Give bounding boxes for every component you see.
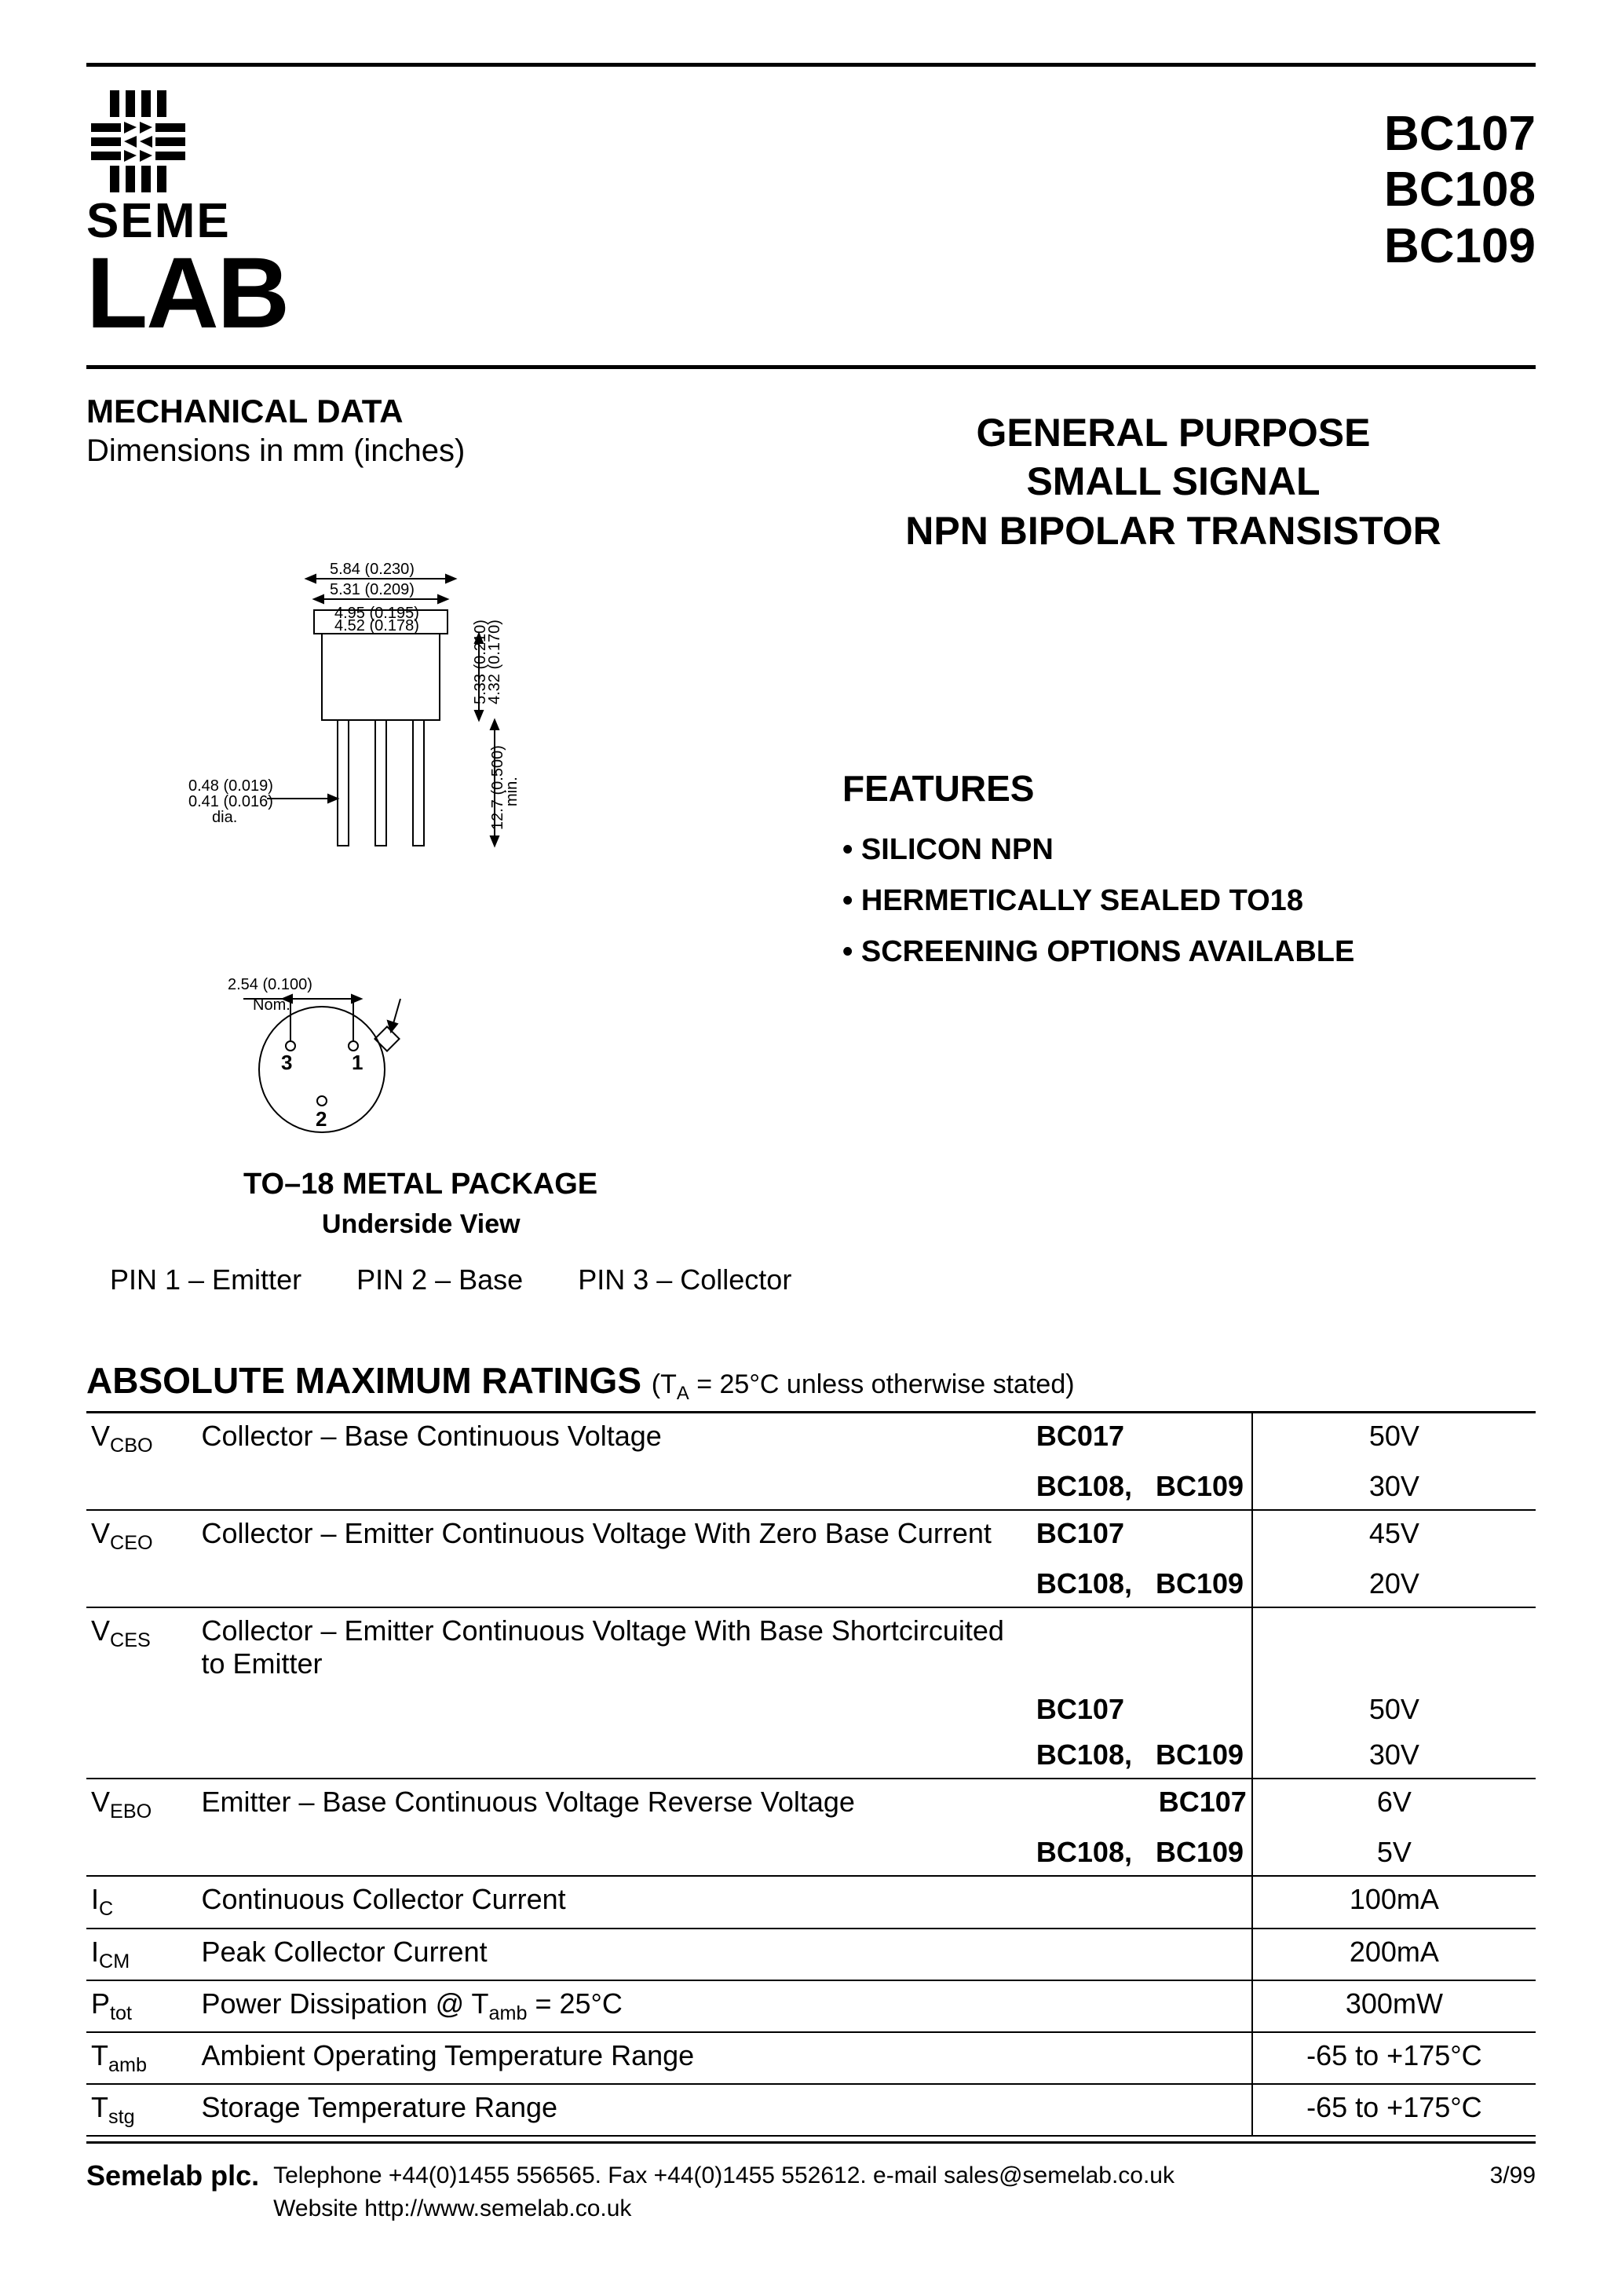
view-label: Underside View [322, 1209, 811, 1240]
svg-text:dia.: dia. [212, 809, 237, 826]
footer: Semelab plc. Telephone +44(0)1455 556565… [86, 2141, 1536, 2225]
table-row: BC108, BC10930V [86, 1732, 1536, 1779]
table-row: VEBOEmitter – Base Continuous Voltage Re… [86, 1779, 1536, 1830]
ratings-table: VCBOCollector – Base Continuous VoltageB… [86, 1413, 1536, 2137]
mechanical-heading: MECHANICAL DATA [86, 393, 811, 430]
svg-text:5.31 (0.209): 5.31 (0.209) [330, 581, 415, 598]
table-row: PtotPower Dissipation @ Tamb = 25°C300mW [86, 1980, 1536, 2032]
svg-text:2.54 (0.100): 2.54 (0.100) [228, 976, 312, 993]
pin-label: PIN 2 – Base [356, 1263, 523, 1296]
footer-company: Semelab plc. [86, 2159, 259, 2225]
part-number: BC109 [1384, 218, 1536, 274]
header-rule [86, 365, 1536, 369]
svg-text:1: 1 [352, 1051, 363, 1074]
diagram-column: 5.84 (0.230) 5.31 (0.209) 4.95 (0.195) 4… [86, 563, 811, 1296]
package-label: TO–18 METAL PACKAGE [243, 1168, 811, 1201]
table-row: BC108, BC10930V [86, 1464, 1536, 1510]
pin-label: PIN 1 – Emitter [110, 1263, 301, 1296]
part-number: BC108 [1384, 162, 1536, 218]
mechanical-subheading: Dimensions in mm (inches) [86, 433, 811, 469]
svg-text:4.32 (0.170): 4.32 (0.170) [486, 620, 503, 704]
svg-text:3: 3 [281, 1051, 292, 1074]
svg-text:2: 2 [316, 1107, 327, 1131]
features-column: FEATURES • SILICON NPN • HERMETICALLY SE… [811, 563, 1536, 1296]
package-bottom-diagram: 2.54 (0.100) Nom. 3 1 2 [181, 975, 495, 1148]
footer-date: 3/99 [1490, 2159, 1536, 2225]
table-row: BC10750V [86, 1687, 1536, 1732]
content-row: 5.84 (0.230) 5.31 (0.209) 4.95 (0.195) 4… [86, 563, 1536, 1296]
logo: SEME LAB [86, 90, 288, 342]
svg-text:min.: min. [503, 777, 521, 806]
top-rule [86, 63, 1536, 67]
feature-item: • SCREENING OPTIONS AVAILABLE [842, 935, 1536, 969]
pin-label: PIN 3 – Collector [578, 1263, 791, 1296]
ratings-heading: ABSOLUTE MAXIMUM RATINGS (TA = 25°C unle… [86, 1359, 1536, 1405]
table-row: VCBOCollector – Base Continuous VoltageB… [86, 1413, 1536, 1464]
svg-text:5.84 (0.230): 5.84 (0.230) [330, 563, 415, 578]
main-title: GENERAL PURPOSE SMALL SIGNAL NPN BIPOLAR… [811, 408, 1536, 556]
feature-item: • HERMETICALLY SEALED TO18 [842, 884, 1536, 918]
svg-text:0.41 (0.016): 0.41 (0.016) [188, 793, 273, 810]
logo-text-2: LAB [86, 246, 288, 342]
svg-text:Nom.: Nom. [253, 996, 290, 1014]
pin-labels: PIN 1 – Emitter PIN 2 – Base PIN 3 – Col… [110, 1263, 811, 1296]
table-row: ICMPeak Collector Current200mA [86, 1929, 1536, 1980]
table-row: ICContinuous Collector Current100mA [86, 1876, 1536, 1928]
part-numbers: BC107 BC108 BC109 [1384, 106, 1536, 274]
table-row: VCEOCollector – Emitter Continuous Volta… [86, 1510, 1536, 1561]
svg-text:4.52 (0.178): 4.52 (0.178) [334, 617, 419, 634]
table-row: BC108, BC10920V [86, 1561, 1536, 1607]
features-heading: FEATURES [842, 767, 1536, 810]
table-row: TstgStorage Temperature Range-65 to +175… [86, 2084, 1536, 2136]
svg-text:0.48 (0.019): 0.48 (0.019) [188, 777, 273, 795]
package-side-diagram: 5.84 (0.230) 5.31 (0.209) 4.95 (0.195) 4… [181, 563, 620, 971]
subheader-row: MECHANICAL DATA Dimensions in mm (inches… [86, 393, 1536, 556]
header: SEME LAB BC107 BC108 BC109 [86, 90, 1536, 342]
part-number: BC107 [1384, 106, 1536, 162]
table-row: BC108, BC1095V [86, 1830, 1536, 1876]
table-row: TambAmbient Operating Temperature Range-… [86, 2032, 1536, 2084]
logo-icon [86, 90, 228, 192]
feature-item: • SILICON NPN [842, 833, 1536, 867]
footer-contact: Telephone +44(0)1455 556565. Fax +44(0)1… [273, 2159, 1490, 2225]
table-row: VCESCollector – Emitter Continuous Volta… [86, 1607, 1536, 1687]
